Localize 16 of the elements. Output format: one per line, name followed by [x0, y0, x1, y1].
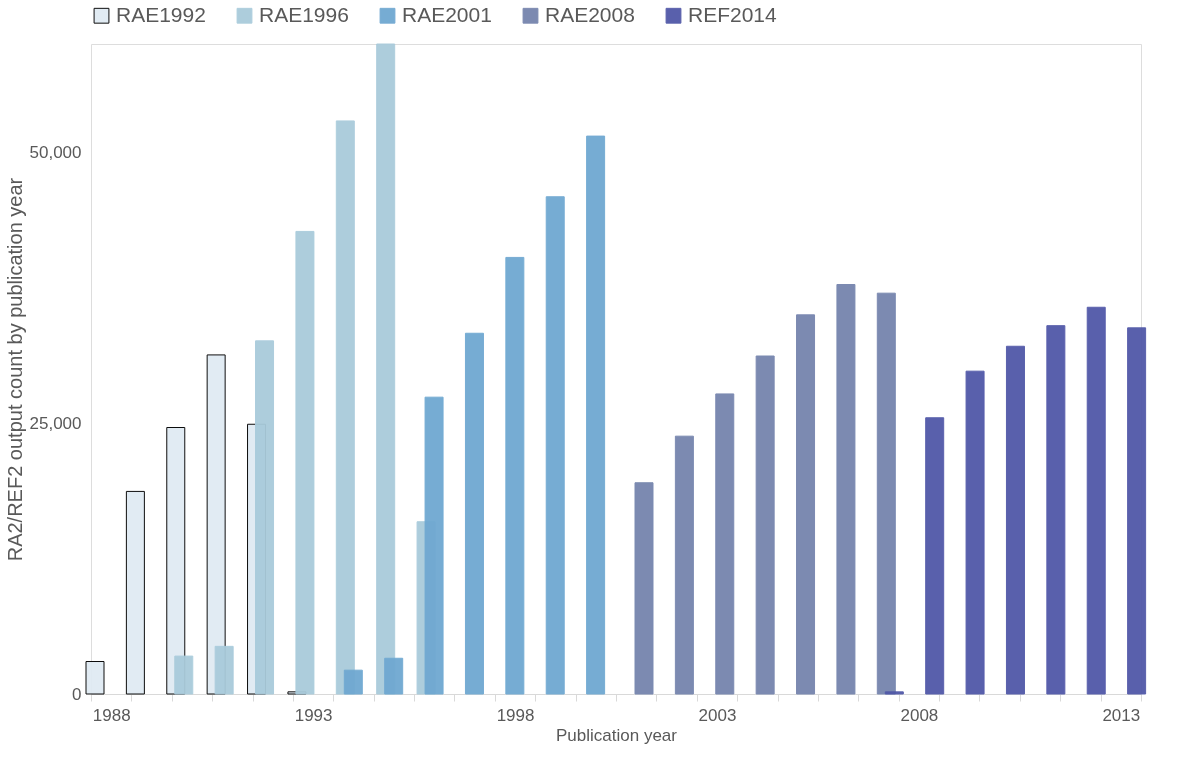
- y-tick-label: 50,000: [29, 142, 82, 162]
- x-axis-title: Publication year: [556, 725, 678, 745]
- x-tick-label: 2003: [698, 705, 737, 725]
- y-tick-label: 25,000: [29, 413, 82, 433]
- x-tick-label: 1998: [496, 705, 535, 725]
- legend-label: RAE2008: [545, 2, 635, 26]
- legend-label: RAE1992: [116, 2, 206, 26]
- legend-label: RAE1996: [259, 2, 349, 26]
- x-tick-label: 2013: [1102, 705, 1141, 725]
- legend-label: REF2014: [688, 2, 778, 26]
- y-axis-title: RA2/REF2 output count by publication year: [3, 177, 26, 562]
- legend-label: RAE2001: [402, 2, 492, 26]
- x-tick-label: 2008: [900, 705, 939, 725]
- x-tick-label: 1993: [294, 705, 333, 725]
- x-tick-label: 1988: [92, 705, 131, 725]
- y-tick-label: 0: [72, 684, 82, 704]
